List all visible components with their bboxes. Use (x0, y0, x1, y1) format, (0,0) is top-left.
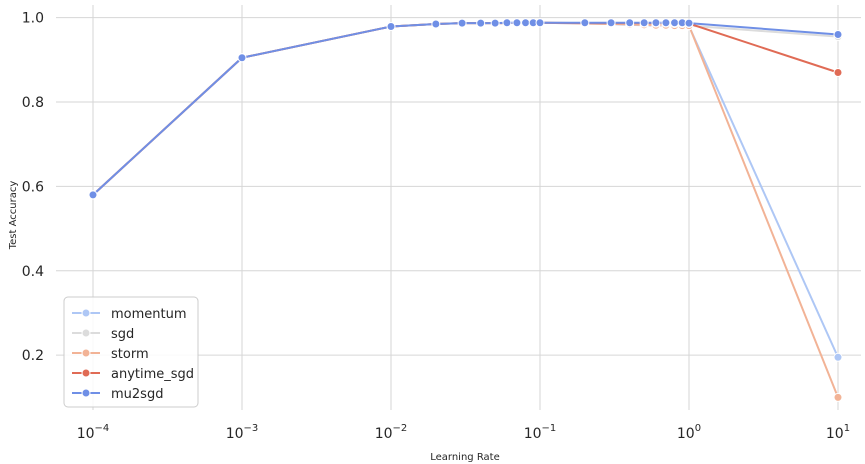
data-point-mu2sgd (502, 18, 512, 28)
legend-item-storm: storm (72, 347, 149, 362)
grid (56, 5, 861, 410)
y-axis-title: Test Accuracy (8, 181, 19, 251)
x-tick-labels: 10−4 10−3 10−2 10−1 100 101 (77, 423, 850, 442)
data-point-mu2sgd (88, 190, 98, 200)
data-point-storm (833, 392, 843, 402)
x-tick-label: 10−3 (226, 423, 259, 442)
legend-label: momentum (111, 307, 187, 322)
data-point-mu2sgd (661, 18, 671, 28)
data-point-mu2sgd (606, 18, 616, 28)
series-layer (88, 18, 843, 402)
legend-label: sgd (111, 327, 134, 342)
legend-item-anytime_sgd: anytime_sgd (72, 367, 194, 382)
series-mu2sgd (88, 18, 843, 200)
data-point-mu2sgd (833, 30, 843, 40)
data-point-mu2sgd (535, 18, 545, 28)
legend-item-mu2sgd: mu2sgd (72, 387, 163, 402)
x-tick-label: 10−1 (524, 423, 557, 442)
legend-label: anytime_sgd (111, 367, 194, 382)
data-point-mu2sgd (512, 18, 522, 28)
legend-swatch-marker (81, 368, 91, 378)
legend-box (63, 296, 199, 408)
legend-label: storm (111, 347, 149, 362)
data-point-mu2sgd (431, 19, 441, 29)
y-tick-label: 1.0 (22, 11, 44, 27)
legend-swatch-marker (81, 388, 91, 398)
x-tick-label: 100 (677, 423, 701, 442)
data-point-mu2sgd (639, 18, 649, 28)
data-point-mu2sgd (490, 18, 500, 28)
data-point-mu2sgd (651, 18, 661, 28)
data-point-mu2sgd (580, 18, 590, 28)
legend-item-momentum: momentum (72, 307, 187, 322)
legend-swatch-marker (81, 328, 91, 338)
data-point-mu2sgd (625, 18, 635, 28)
data-point-mu2sgd (237, 53, 247, 63)
legend-swatch-marker (81, 308, 91, 318)
data-point-anytime_sgd (833, 68, 843, 77)
y-tick-label: 0.4 (22, 264, 44, 280)
data-point-mu2sgd (521, 18, 531, 28)
data-point-mu2sgd (476, 18, 486, 28)
x-axis-title: Learning Rate (430, 452, 500, 463)
legend-item-sgd: sgd (72, 327, 134, 342)
x-tick-label: 10−2 (375, 423, 408, 442)
x-tick-label: 10−4 (77, 423, 110, 442)
data-point-mu2sgd (386, 22, 396, 32)
x-tick-label: 101 (826, 423, 850, 442)
data-point-mu2sgd (670, 18, 680, 28)
data-point-momentum (833, 352, 843, 362)
legend: momentum sgd storm anytime_sgd mu2sgd (63, 296, 199, 408)
legend-swatch-marker (81, 348, 91, 358)
y-tick-label: 0.2 (22, 348, 44, 364)
legend-label: mu2sgd (111, 387, 163, 402)
y-tick-label: 0.8 (22, 95, 44, 111)
data-point-mu2sgd (684, 18, 694, 28)
y-tick-labels: 0.2 0.4 0.6 0.8 1.0 (22, 11, 44, 365)
data-point-mu2sgd (457, 18, 467, 28)
y-tick-label: 0.6 (22, 179, 44, 195)
